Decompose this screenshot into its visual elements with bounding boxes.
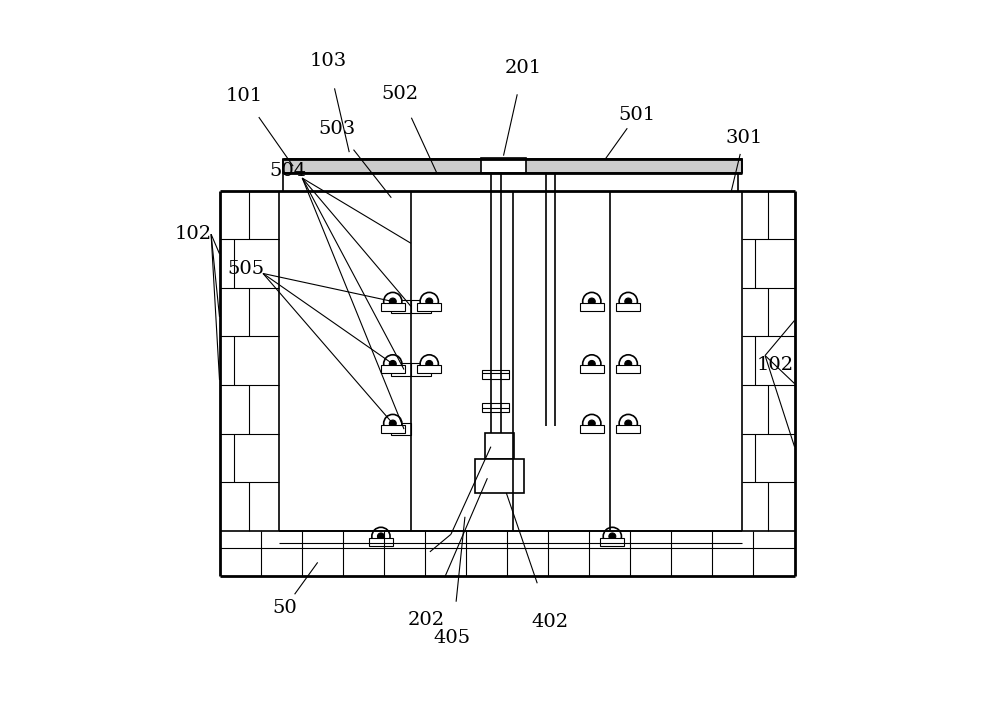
Bar [482, 370, 509, 379]
Bar [283, 159, 742, 173]
Bar [616, 425, 640, 433]
Bar [417, 303, 441, 310]
Bar [580, 303, 604, 310]
Bar [616, 365, 640, 373]
Bar [391, 423, 411, 436]
Text: 202: 202 [408, 611, 445, 629]
Circle shape [426, 360, 433, 367]
Circle shape [588, 420, 595, 427]
Circle shape [384, 355, 402, 373]
Circle shape [426, 298, 433, 305]
Text: 505: 505 [228, 260, 265, 278]
Text: 102: 102 [757, 356, 794, 374]
Circle shape [625, 298, 632, 305]
Circle shape [588, 360, 595, 367]
Circle shape [603, 527, 621, 546]
Circle shape [420, 292, 438, 310]
Circle shape [625, 360, 632, 367]
Circle shape [583, 292, 601, 310]
Bar [369, 538, 393, 546]
Circle shape [389, 420, 396, 427]
Text: 103: 103 [310, 52, 347, 70]
Bar [485, 433, 514, 459]
Text: 501: 501 [618, 106, 655, 124]
Text: 502: 502 [382, 85, 419, 103]
Bar [481, 158, 526, 173]
Circle shape [372, 527, 390, 546]
Bar [391, 300, 411, 313]
Circle shape [583, 415, 601, 433]
Bar [482, 403, 509, 412]
Bar [411, 300, 431, 313]
Text: 101: 101 [225, 87, 263, 105]
Bar [580, 365, 604, 373]
Circle shape [609, 533, 616, 540]
Text: 402: 402 [532, 613, 569, 631]
Bar [580, 425, 604, 433]
Circle shape [377, 533, 384, 540]
Text: 504: 504 [270, 162, 307, 180]
Bar [391, 363, 411, 376]
Bar [381, 303, 405, 310]
Text: 405: 405 [434, 629, 471, 647]
Circle shape [619, 415, 637, 433]
Circle shape [389, 298, 396, 305]
Bar [381, 425, 405, 433]
Bar [475, 459, 524, 493]
Bar [381, 365, 405, 373]
Text: 201: 201 [505, 59, 542, 77]
Circle shape [625, 420, 632, 427]
Circle shape [384, 415, 402, 433]
Circle shape [420, 355, 438, 373]
Text: 102: 102 [174, 225, 211, 243]
Circle shape [619, 355, 637, 373]
Bar [417, 365, 441, 373]
Bar [616, 303, 640, 310]
Bar [411, 363, 431, 376]
Circle shape [389, 360, 396, 367]
Circle shape [583, 355, 601, 373]
Text: 503: 503 [319, 120, 356, 138]
Circle shape [384, 292, 402, 310]
Bar [600, 538, 624, 546]
Text: 50: 50 [272, 599, 297, 617]
Text: 301: 301 [725, 129, 763, 147]
Circle shape [619, 292, 637, 310]
Circle shape [588, 298, 595, 305]
